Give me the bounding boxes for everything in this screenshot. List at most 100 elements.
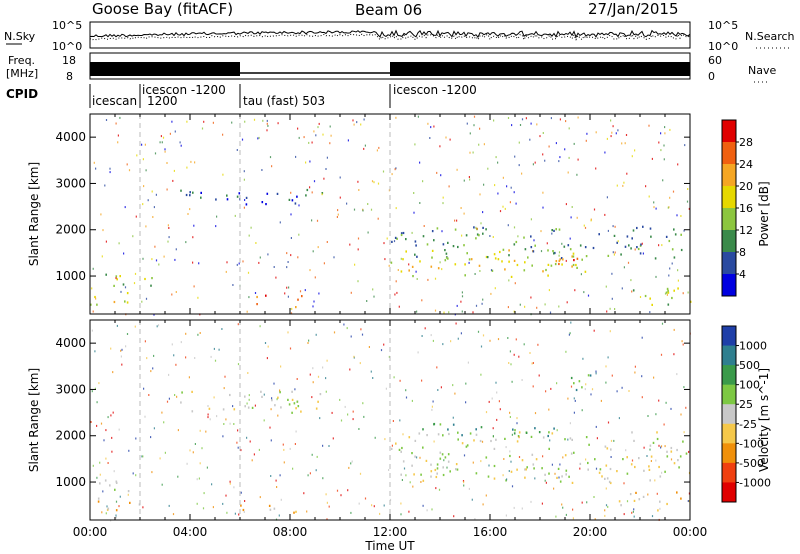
- noise-cell: [135, 474, 137, 477]
- noise-cell: [467, 361, 469, 364]
- noise-cell: [676, 373, 678, 376]
- cell-r4: [526, 466, 528, 469]
- noise-cell: [269, 156, 272, 159]
- noise-cell: [123, 252, 125, 255]
- noise-cell: [91, 390, 93, 393]
- cell-r4: [648, 468, 651, 471]
- noise-cell: [507, 117, 510, 119]
- noise-cell: [397, 269, 399, 271]
- noise-cell: [393, 240, 396, 243]
- cell-r3: [269, 508, 272, 511]
- velocity-vertical-dashes: [139, 320, 391, 520]
- noise-cell: [466, 122, 468, 125]
- noise-cell: [121, 348, 123, 351]
- noise-cell: [391, 173, 393, 176]
- noise-cell: [647, 415, 649, 417]
- noise-cell: [360, 328, 362, 331]
- cell-r4: [413, 473, 415, 476]
- cell-r5: [447, 428, 449, 431]
- noise-cell: [350, 291, 352, 294]
- xtick-label-1: 04:00: [173, 525, 208, 539]
- cell-r7: [636, 226, 638, 230]
- noise-cell: [612, 251, 614, 254]
- cell-r4: [676, 448, 678, 452]
- cell-r4: [630, 463, 633, 466]
- freq-bars: [90, 62, 690, 76]
- noise-cell: [542, 455, 544, 458]
- cell-r7: [444, 249, 446, 252]
- noise-cell: [280, 365, 282, 368]
- cell-r7: [567, 244, 570, 247]
- cell-r7: [485, 228, 487, 231]
- cell-r7: [630, 247, 632, 250]
- noise-cell: [460, 207, 462, 209]
- noise-cell: [491, 397, 493, 400]
- noise-cell: [604, 151, 606, 154]
- noise-cell: [581, 409, 583, 412]
- noise-cell: [408, 510, 410, 513]
- noise-cell: [546, 242, 548, 245]
- cell-r4: [510, 470, 513, 473]
- noise-cell: [315, 333, 317, 336]
- noise-cell: [648, 195, 650, 198]
- cell-r4: [487, 475, 490, 478]
- noise-cell: [461, 234, 463, 237]
- noise-cell: [124, 286, 127, 289]
- noise-cell: [514, 282, 516, 285]
- cell-r7: [457, 245, 459, 249]
- noise-cell: [311, 191, 313, 194]
- noise-cell: [687, 500, 689, 502]
- noise-cell: [153, 427, 155, 430]
- noise-cell: [542, 132, 544, 134]
- noise-cell: [544, 479, 546, 482]
- noise-cell: [571, 206, 573, 208]
- noise-cell: [231, 121, 233, 124]
- colorbar-swatch-6: [722, 443, 736, 464]
- noise-cell: [298, 233, 300, 236]
- noise-cell: [403, 467, 406, 470]
- noise-cell: [176, 395, 178, 398]
- noise-cell: [483, 183, 485, 186]
- noise-cell: [210, 355, 212, 358]
- cell-r6: [578, 380, 581, 383]
- power-vertical-dashes: [139, 114, 391, 314]
- noise-cell: [93, 161, 95, 164]
- cell-r1: [90, 303, 92, 306]
- cell-r7: [508, 254, 510, 257]
- noise-cell: [487, 167, 489, 170]
- noise-cell: [567, 438, 569, 441]
- noise-cell: [323, 262, 325, 265]
- noise-cell: [521, 118, 524, 121]
- noise-cell: [530, 218, 532, 221]
- cell-r6: [390, 261, 393, 264]
- noise-cell: [367, 203, 369, 205]
- colorbar-tick-label-2: 20: [739, 180, 753, 193]
- noise-cell: [248, 398, 250, 401]
- noise-cell: [236, 149, 238, 151]
- noise-cell: [572, 517, 574, 520]
- noise-cell: [400, 502, 402, 505]
- cell-r7: [680, 233, 682, 236]
- cell-r7: [445, 252, 448, 255]
- noise-cell: [682, 292, 684, 295]
- colorbar-swatch-4: [722, 404, 736, 425]
- cell-r6: [464, 263, 466, 266]
- noise-cell: [584, 226, 587, 229]
- noise-cell: [509, 201, 511, 204]
- cell-r3: [273, 507, 276, 510]
- noise-cell: [496, 418, 498, 421]
- noise-cell: [275, 479, 277, 482]
- noise-cell: [509, 416, 511, 418]
- cell-r6: [464, 274, 466, 277]
- cell-r6: [581, 258, 583, 261]
- noise-cell: [582, 357, 584, 360]
- cell-r7: [478, 234, 480, 237]
- noise-cell: [226, 261, 228, 264]
- noise-cell: [645, 185, 647, 188]
- noise-cell: [253, 453, 255, 456]
- noise-cell: [430, 334, 432, 337]
- cell-r8: [555, 260, 558, 263]
- cell-r4: [411, 464, 413, 467]
- noise-cell: [421, 335, 423, 337]
- noise-cell: [326, 359, 328, 362]
